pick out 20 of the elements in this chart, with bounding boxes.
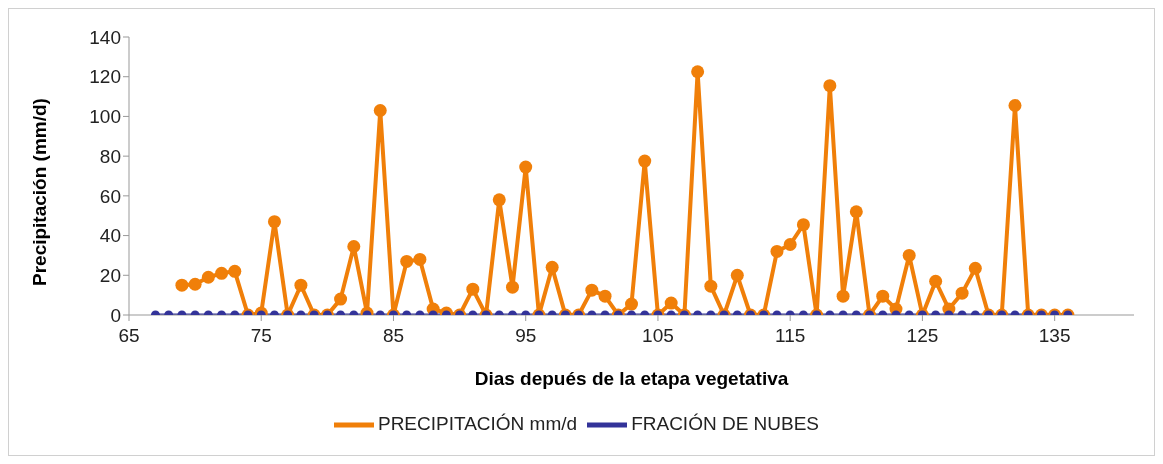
y-tick-label: 80 [99,145,121,167]
legend-label: FRACIÓN DE NUBES [631,413,820,435]
x-axis-title: Dias depués de la etapa vegetativa [474,368,789,389]
y-tick-label: 0 [110,304,121,326]
x-tick-label: 65 [118,325,140,347]
y-tick-label: 20 [99,265,121,287]
y-tick-label: 140 [89,26,121,48]
x-tick-label: 135 [1038,325,1071,347]
y-tick-label: 100 [89,106,121,128]
y-axis-title: Precipitación (mm/d) [28,98,50,286]
x-tick-label: 105 [642,325,674,347]
x-tick-label: 85 [382,325,405,347]
y-tick-label: 60 [99,185,121,207]
x-tick-label: 95 [515,325,537,347]
legend-label: PRECIPITACIÓN mm/d [377,413,578,435]
x-tick-label: 75 [250,325,272,347]
y-tick-label: 120 [89,66,121,88]
x-tick-label: 125 [906,325,939,347]
x-tick-label: 115 [775,325,806,347]
y-tick-label: 40 [99,225,121,247]
